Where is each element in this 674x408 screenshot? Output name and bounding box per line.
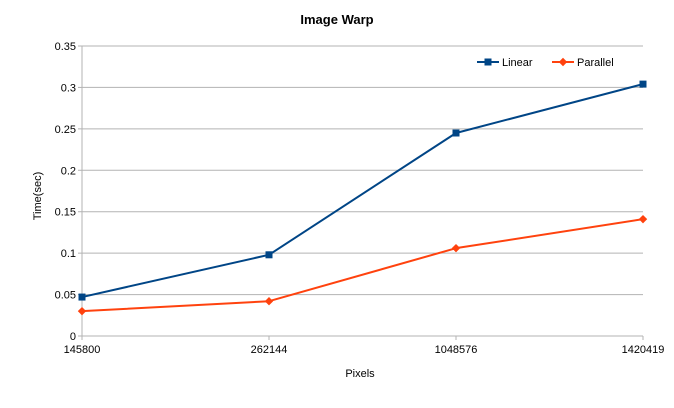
y-tick-label: 0.05 — [55, 290, 76, 302]
x-axis-ticks: 145800 262144 1048576 1420419 — [64, 336, 665, 356]
data-point — [78, 293, 86, 301]
series-linear — [78, 80, 647, 301]
data-point — [265, 251, 273, 259]
y-axis-ticks: 0 0.05 0.1 0.15 0.2 0.25 0.3 0.35 — [55, 41, 82, 343]
series-line — [81, 83, 644, 299]
legend-label: Linear — [502, 57, 533, 69]
y-tick-label: 0.25 — [55, 124, 76, 136]
data-point — [264, 297, 274, 306]
chart-title: Image Warp — [300, 12, 373, 27]
data-point — [77, 306, 87, 316]
x-tick-label: 262144 — [251, 344, 288, 356]
y-tick-label: 0.15 — [55, 207, 76, 219]
series-parallel — [77, 214, 648, 316]
data-point — [639, 80, 647, 88]
series-line — [81, 218, 644, 313]
legend-item: Linear — [477, 57, 533, 69]
axes — [81, 46, 643, 337]
y-tick-label: 0 — [70, 331, 76, 343]
legend: Linear Parallel — [477, 57, 614, 69]
legend-marker — [558, 57, 568, 67]
legend-label: Parallel — [577, 57, 614, 69]
x-axis-label: Pixels — [345, 368, 375, 380]
legend-item: Parallel — [552, 57, 614, 69]
series-group — [77, 80, 648, 316]
y-tick-label: 0.2 — [61, 165, 76, 177]
y-axis-label: Time(sec) — [32, 172, 44, 220]
data-point — [452, 129, 460, 137]
y-tick-label: 0.1 — [61, 248, 76, 260]
y-tick-label: 0.35 — [55, 41, 76, 53]
x-tick-label: 145800 — [64, 344, 101, 356]
legend-marker — [484, 58, 492, 66]
y-tick-label: 0.3 — [61, 82, 76, 94]
data-point — [451, 243, 461, 253]
x-tick-label: 1048576 — [435, 344, 478, 356]
x-tick-label: 1420419 — [622, 344, 665, 356]
data-point — [638, 214, 648, 224]
grid — [82, 45, 643, 296]
